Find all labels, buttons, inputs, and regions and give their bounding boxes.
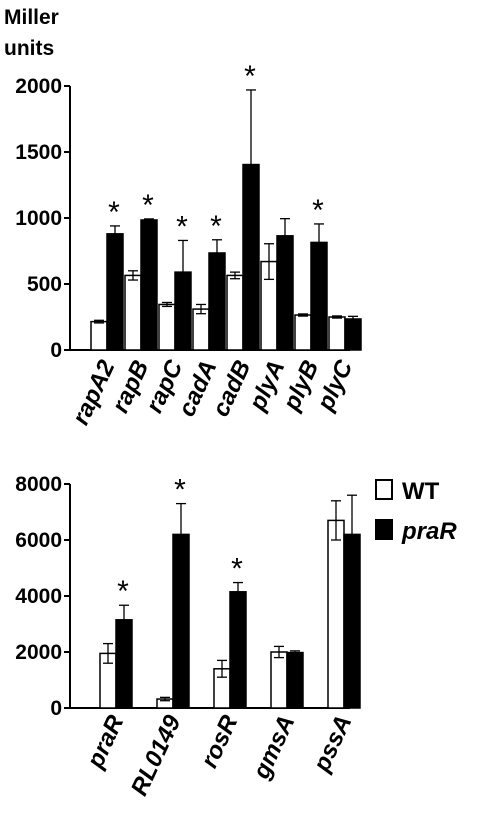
bar-wt-pssa	[327, 519, 345, 709]
bar-wt-cadb	[226, 274, 244, 351]
bar-wt-rapa2	[90, 320, 108, 351]
bar-wt-plyb	[294, 314, 312, 351]
y-tick-label: 1000	[15, 207, 62, 230]
y-axis-label-line2: units	[4, 37, 54, 60]
significance-star: *	[142, 189, 154, 222]
significance-star: *	[210, 210, 222, 243]
significance-star: *	[117, 575, 129, 608]
y-tick-label: 0	[50, 697, 62, 720]
bar-prar-plyc	[344, 318, 362, 351]
y-tick-label: 0	[50, 339, 62, 362]
bar-prar-prar	[115, 619, 133, 709]
bar-prar-plya	[276, 235, 294, 351]
category-label-gmsa: gmsA	[247, 711, 300, 784]
legend-label-wt: WT	[402, 478, 440, 505]
significance-star: *	[174, 474, 186, 507]
significance-star: *	[312, 194, 324, 227]
bar-prar-cada	[208, 252, 226, 351]
significance-star: *	[108, 196, 120, 229]
legend-label-prar: praR	[401, 518, 457, 545]
y-axis-label-line1: Miller	[4, 6, 59, 29]
legend-swatch-prar	[375, 519, 393, 540]
y-tick-label: 2000	[15, 75, 62, 98]
y-tick-label: 1500	[15, 141, 62, 164]
category-label-rosr: rosR	[196, 711, 244, 773]
bar-prar-pssa	[343, 533, 361, 709]
category-label-plyc: plyC	[312, 356, 359, 416]
bar-prar-rl0149	[172, 533, 190, 709]
significance-star: *	[176, 210, 188, 243]
bar-prar-rapc	[174, 271, 192, 351]
category-label-pssa: pssA	[308, 711, 358, 777]
bar-prar-gmsa	[286, 651, 304, 709]
bar-wt-rapb	[124, 274, 142, 351]
category-label-prar: praR	[81, 711, 129, 773]
category-label-rl0149: RL0149	[126, 711, 187, 800]
y-tick-label: 2000	[15, 641, 62, 664]
bar-wt-rapc	[158, 303, 176, 351]
y-tick-label: 6000	[15, 529, 62, 552]
y-tick-label: 4000	[15, 585, 62, 608]
bar-wt-gmsa	[270, 651, 288, 709]
bar-prar-plyb	[310, 241, 328, 351]
bottom-chart-panel: 0 2000 4000 6000 8000 * praR * RL0149 * rosR gmsA ps…	[15, 473, 361, 800]
y-tick-label: 500	[27, 273, 62, 296]
legend-swatch-wt	[375, 479, 393, 500]
bar-prar-cadb	[242, 163, 260, 351]
bar-prar-rapb	[140, 219, 158, 351]
bar-prar-rosr	[229, 591, 247, 709]
legend: WT praR	[375, 478, 457, 545]
bar-wt-plyc	[328, 316, 346, 351]
top-chart-panel: 0500100015002000*rapA2*rapB*rapC*cadA*ca…	[15, 60, 362, 429]
significance-star: *	[244, 60, 256, 93]
bar-wt-cada	[192, 308, 210, 351]
y-tick-label: 8000	[15, 473, 62, 496]
bar-prar-rapa2	[106, 233, 124, 351]
significance-star: *	[231, 553, 243, 586]
